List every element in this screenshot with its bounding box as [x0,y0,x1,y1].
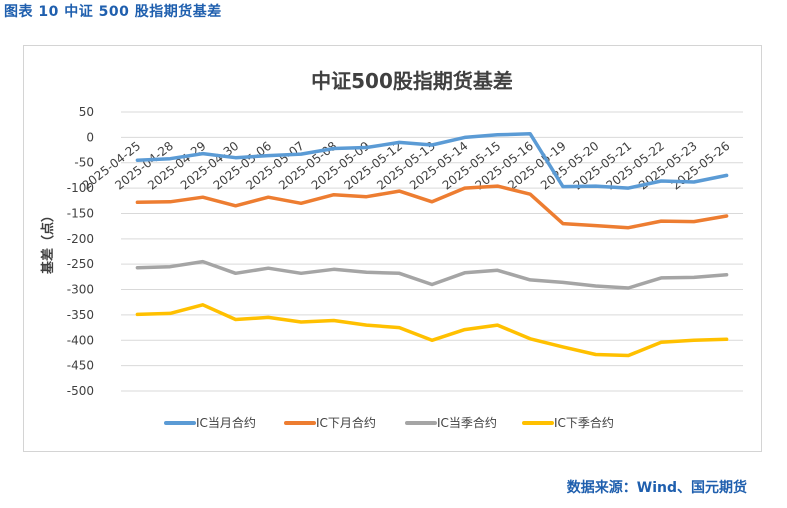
series-line [135,259,729,290]
source-note: 数据来源：Wind、国元期货 [566,480,747,496]
chart-title: 中证500股指期货基差 [311,69,513,93]
y-tick-label: -300 [67,283,94,297]
y-tick-label: -450 [67,359,94,373]
y-tick-label: -150 [67,206,94,220]
y-tick-label: -100 [67,181,94,195]
series-line [135,303,729,358]
chart-svg: 中证500股指期货基差 50 0 -50 -100 -150 -200 -250 -300 -35… [40,69,743,430]
y-tick-label: -400 [67,333,94,347]
y-tick-label: -250 [67,257,94,271]
figure-title: 图表 10 中证 500 股指期货基差 [4,4,222,20]
legend-label: IC当季合约 [437,415,497,430]
y-tick-label: 0 [86,130,94,144]
legend-label: IC下月合约 [316,415,376,430]
series-line [135,184,729,230]
chart-frame: 中证500股指期货基差 50 0 -50 -100 -150 -200 -250 -300 -35… [23,45,762,452]
y-tick-label: 50 [79,105,94,119]
legend-label: IC下季合约 [554,415,614,430]
legend-label: IC当月合约 [196,415,256,430]
y-tick-label: -500 [67,384,94,398]
y-axis-label: 基差（点） [40,209,56,275]
series-line [135,132,729,190]
y-tick-label: -350 [67,308,94,322]
y-tick-label: -200 [67,232,94,246]
y-tick-label: -50 [74,156,94,170]
